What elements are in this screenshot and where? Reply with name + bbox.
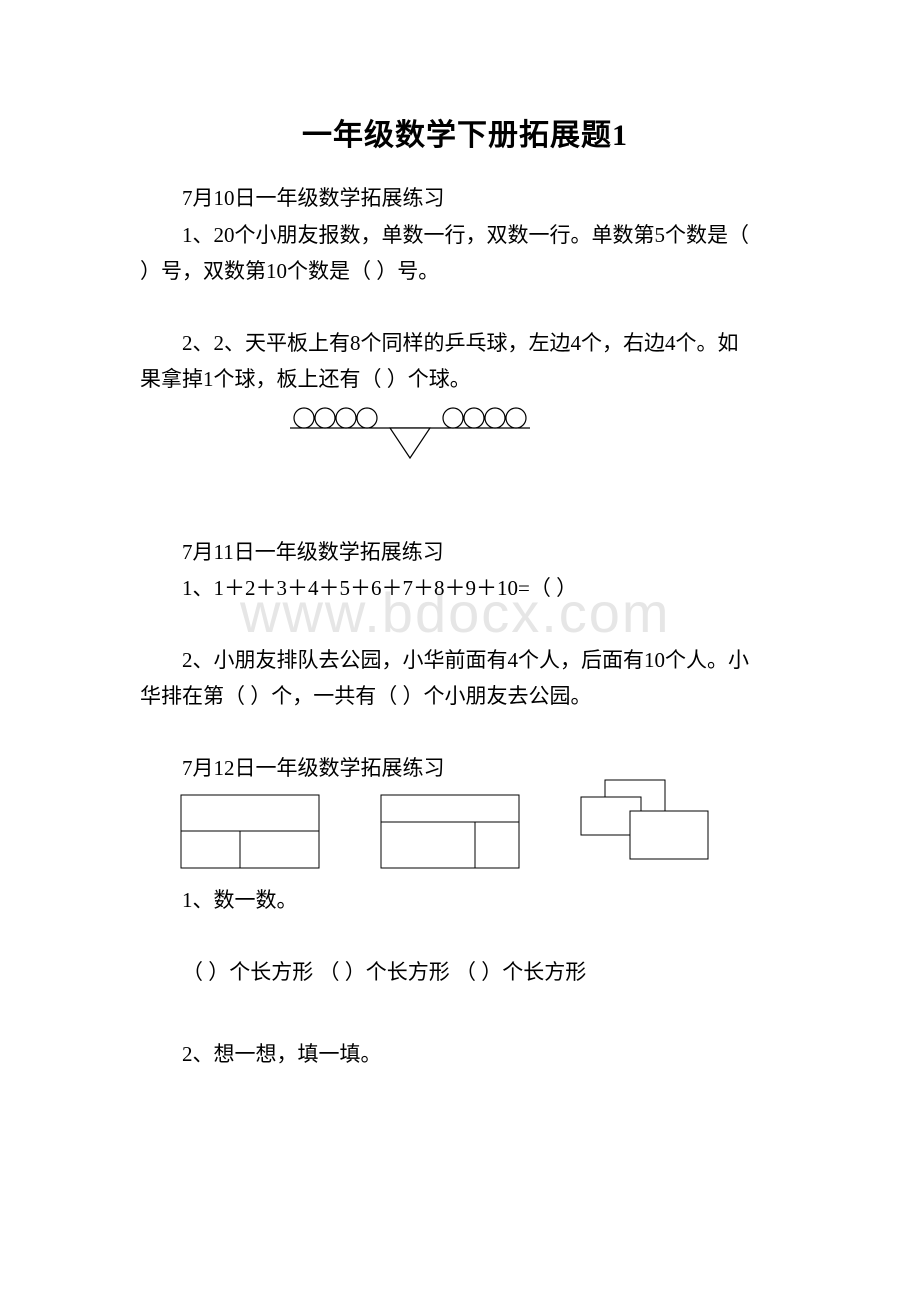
document-content: 一年级数学下册拓展题1 7月10日一年级数学拓展练习 1、20个小朋友报数，单数… xyxy=(140,110,790,1070)
shape3-rectangles xyxy=(580,779,710,869)
shape1-rectangles xyxy=(180,794,320,869)
section1-q1-line2: ）号，双数第10个数是（ ）号。 xyxy=(140,255,790,288)
section1-q1-line1: 1、20个小朋友报数，单数一行，双数一行。单数第5个数是（ xyxy=(140,219,790,252)
shapes-diagram-row xyxy=(180,794,790,869)
section2-q2-line2: 华排在第（ ）个，一共有（ ）个小朋友去公园。 xyxy=(140,680,790,713)
balance-diagram xyxy=(280,406,790,481)
shape2-rectangles xyxy=(380,794,520,869)
section2-q2-line1: 2、小朋友排队去公园，小华前面有4个人，后面有10个人。小 xyxy=(140,644,790,677)
section3-answer-line: （ ）个长方形 （ ）个长方形 （ ）个长方形 xyxy=(140,956,790,989)
section2-q1: 1、1＋2＋3＋4＋5＋6＋7＋8＋9＋10=（ ） xyxy=(140,572,790,605)
section1-q2-line2: 果拿掉1个球，板上还有（ ）个球。 xyxy=(140,363,790,396)
section3-q2: 2、想一想，填一填。 xyxy=(140,1038,790,1071)
section1-q2-line1: 2、2、天平板上有8个同样的乒乓球，左边4个，右边4个。如 xyxy=(140,327,790,360)
section2-header: 7月11日一年级数学拓展练习 xyxy=(140,536,790,569)
section3-q1: 1、数一数。 xyxy=(140,884,790,917)
page-title: 一年级数学下册拓展题1 xyxy=(140,110,790,154)
section1-header: 7月10日一年级数学拓展练习 xyxy=(140,182,790,215)
